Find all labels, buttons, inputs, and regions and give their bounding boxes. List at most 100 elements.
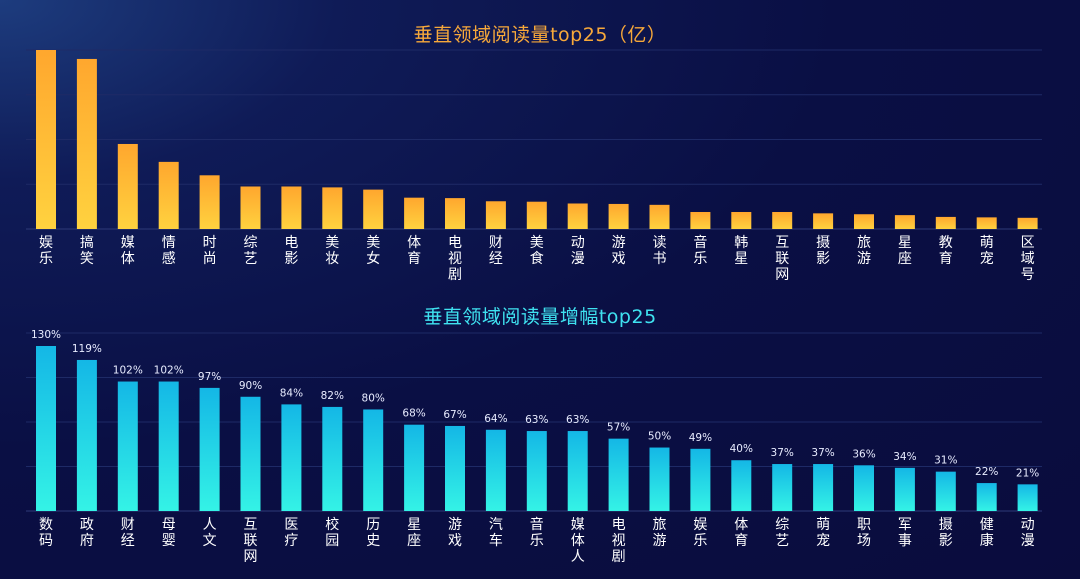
value-label: 68% bbox=[402, 408, 425, 420]
bar-职场 bbox=[854, 465, 874, 511]
bar-互联网 bbox=[240, 396, 261, 511]
bar-综艺 bbox=[772, 464, 793, 511]
bar-历史 bbox=[363, 409, 384, 511]
value-label: 130% bbox=[31, 329, 61, 341]
bar-电视剧 bbox=[608, 438, 629, 511]
category-label: 游戏 bbox=[448, 517, 462, 549]
category-label: 健康 bbox=[980, 517, 994, 549]
bar-教育 bbox=[935, 216, 956, 229]
category-label: 动漫 bbox=[1021, 517, 1035, 549]
bar-美妆 bbox=[322, 187, 343, 229]
bar-读书 bbox=[649, 204, 670, 229]
category-label: 互联网 bbox=[244, 517, 258, 565]
category-label: 星座 bbox=[898, 235, 912, 267]
bar-体育 bbox=[731, 460, 752, 511]
value-label: 31% bbox=[934, 455, 957, 467]
bar-音乐 bbox=[690, 211, 711, 229]
bar-人文 bbox=[199, 387, 220, 511]
category-label: 校园 bbox=[325, 516, 339, 549]
value-label: 119% bbox=[72, 343, 102, 355]
bar-体育 bbox=[404, 197, 425, 229]
bar-摄影 bbox=[813, 213, 834, 229]
category-label: 人文 bbox=[203, 517, 217, 549]
bar-财经 bbox=[117, 381, 138, 511]
value-label: 64% bbox=[484, 413, 507, 425]
category-label: 萌宠 bbox=[816, 517, 830, 549]
category-label: 韩星 bbox=[734, 235, 748, 267]
value-label: 50% bbox=[648, 431, 671, 443]
category-label: 母婴 bbox=[162, 517, 176, 549]
category-label: 音乐 bbox=[530, 516, 544, 549]
category-label: 医疗 bbox=[284, 517, 298, 549]
category-label: 政府 bbox=[80, 517, 94, 549]
bar-美女 bbox=[363, 189, 384, 229]
value-label: 67% bbox=[443, 409, 466, 421]
category-label: 时尚 bbox=[203, 235, 217, 267]
bar-时尚 bbox=[199, 175, 220, 229]
category-label: 教育 bbox=[939, 235, 953, 267]
category-label: 电视剧 bbox=[612, 517, 626, 565]
category-label: 动漫 bbox=[571, 235, 585, 267]
category-label: 美女 bbox=[366, 235, 380, 267]
bar-母婴 bbox=[158, 381, 179, 511]
bar-媒体人 bbox=[567, 431, 588, 511]
bar-校园 bbox=[322, 406, 343, 511]
category-label: 星座 bbox=[407, 517, 421, 549]
bar-搞笑 bbox=[76, 58, 97, 230]
value-label: 37% bbox=[811, 447, 834, 459]
category-label: 娱乐 bbox=[39, 235, 53, 267]
category-label: 搞笑 bbox=[80, 235, 94, 267]
value-label: 40% bbox=[730, 443, 753, 455]
bar-电视剧 bbox=[445, 198, 465, 229]
bar-情感 bbox=[158, 161, 179, 229]
bar-娱乐 bbox=[690, 448, 711, 511]
value-label: 21% bbox=[1016, 467, 1039, 479]
category-label: 美妆 bbox=[325, 235, 339, 267]
bar-电影 bbox=[281, 186, 302, 229]
category-label: 音乐 bbox=[693, 234, 707, 267]
category-label: 旅游 bbox=[653, 517, 667, 549]
bar-游戏 bbox=[608, 203, 629, 229]
category-label: 媒体 bbox=[121, 235, 135, 267]
category-label: 综艺 bbox=[244, 235, 258, 267]
bar-星座 bbox=[404, 424, 425, 511]
category-label: 电影 bbox=[284, 235, 298, 267]
chart-title-reads: 垂直领域阅读量top25（亿） bbox=[413, 24, 667, 46]
value-label: 36% bbox=[852, 448, 875, 460]
bar-游戏 bbox=[445, 425, 465, 511]
bar-区域号 bbox=[1017, 217, 1038, 229]
value-label: 34% bbox=[893, 451, 916, 463]
bar-萌宠 bbox=[813, 464, 834, 511]
bar-互联网 bbox=[772, 211, 793, 229]
bar-媒体 bbox=[117, 143, 138, 229]
bar-萌宠 bbox=[976, 217, 997, 229]
value-label: 90% bbox=[239, 380, 262, 392]
bar-军事 bbox=[894, 467, 915, 511]
value-label: 63% bbox=[525, 414, 548, 426]
category-label: 摄影 bbox=[816, 235, 830, 267]
value-label: 49% bbox=[689, 432, 712, 444]
category-label: 情感 bbox=[162, 235, 176, 267]
bar-动漫 bbox=[1017, 484, 1038, 511]
category-label: 汽车 bbox=[489, 517, 503, 549]
category-label: 职场 bbox=[857, 517, 871, 549]
value-label: 82% bbox=[321, 390, 344, 402]
value-label: 102% bbox=[113, 365, 143, 377]
value-label: 22% bbox=[975, 466, 998, 478]
category-label: 旅游 bbox=[857, 235, 871, 267]
category-label: 游戏 bbox=[612, 235, 626, 267]
category-label: 电视剧 bbox=[448, 235, 462, 283]
bar-财经 bbox=[485, 201, 506, 229]
bar-韩星 bbox=[731, 211, 752, 229]
category-label: 媒体人 bbox=[571, 517, 585, 565]
category-label: 读书 bbox=[653, 234, 667, 267]
value-label: 57% bbox=[607, 422, 630, 434]
category-label: 财经 bbox=[489, 235, 503, 267]
value-label: 80% bbox=[362, 392, 385, 404]
category-label: 体育 bbox=[407, 235, 421, 267]
category-label: 军事 bbox=[898, 517, 912, 549]
bar-数码 bbox=[36, 346, 56, 511]
bar-动漫 bbox=[567, 203, 588, 229]
